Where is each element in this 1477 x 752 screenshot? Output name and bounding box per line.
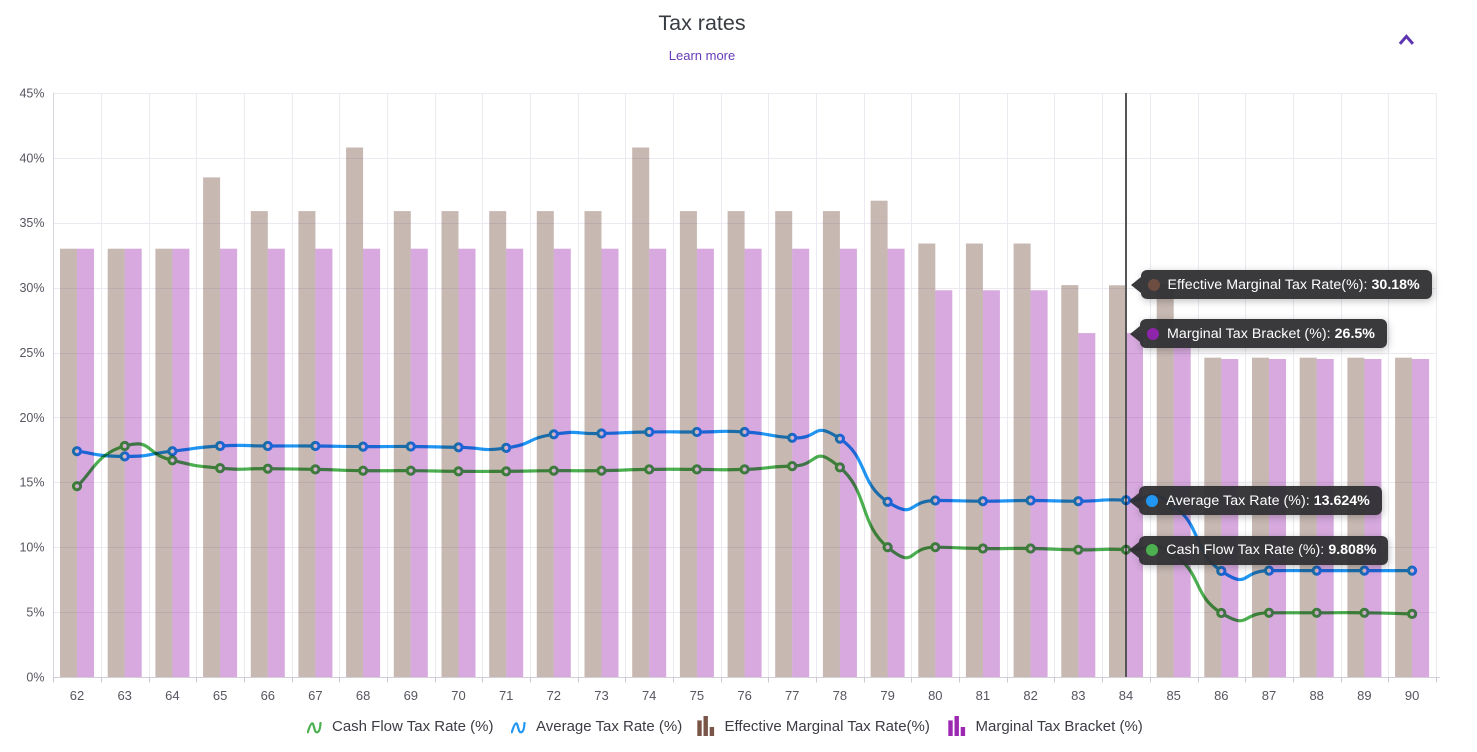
svg-text:45%: 45% (19, 86, 44, 100)
svg-text:87: 87 (1262, 688, 1276, 703)
svg-text:89: 89 (1357, 688, 1371, 703)
svg-text:66: 66 (261, 688, 275, 703)
svg-text:79: 79 (880, 688, 894, 703)
svg-text:76: 76 (737, 688, 751, 703)
svg-text:77: 77 (785, 688, 799, 703)
svg-text:67: 67 (308, 688, 322, 703)
svg-text:85: 85 (1166, 688, 1180, 703)
svg-text:5%: 5% (26, 606, 44, 620)
svg-text:15%: 15% (19, 476, 44, 490)
svg-text:64: 64 (165, 688, 179, 703)
svg-text:25%: 25% (19, 346, 44, 360)
svg-text:62: 62 (70, 688, 84, 703)
svg-text:74: 74 (642, 688, 656, 703)
svg-text:88: 88 (1309, 688, 1323, 703)
svg-text:83: 83 (1071, 688, 1085, 703)
svg-text:35%: 35% (19, 216, 44, 230)
svg-text:65: 65 (213, 688, 227, 703)
svg-text:72: 72 (547, 688, 561, 703)
svg-text:10%: 10% (19, 541, 44, 555)
svg-text:90: 90 (1405, 688, 1419, 703)
svg-text:0%: 0% (26, 670, 44, 684)
svg-text:81: 81 (976, 688, 990, 703)
svg-text:86: 86 (1214, 688, 1228, 703)
svg-text:78: 78 (833, 688, 847, 703)
svg-text:80: 80 (928, 688, 942, 703)
svg-text:20%: 20% (19, 411, 44, 425)
svg-text:63: 63 (117, 688, 131, 703)
svg-text:30%: 30% (19, 281, 44, 295)
svg-text:75: 75 (690, 688, 704, 703)
svg-text:82: 82 (1023, 688, 1037, 703)
svg-text:71: 71 (499, 688, 513, 703)
svg-text:73: 73 (594, 688, 608, 703)
svg-text:68: 68 (356, 688, 370, 703)
svg-text:40%: 40% (19, 151, 44, 165)
svg-text:70: 70 (451, 688, 465, 703)
svg-text:69: 69 (404, 688, 418, 703)
svg-text:84: 84 (1119, 688, 1133, 703)
